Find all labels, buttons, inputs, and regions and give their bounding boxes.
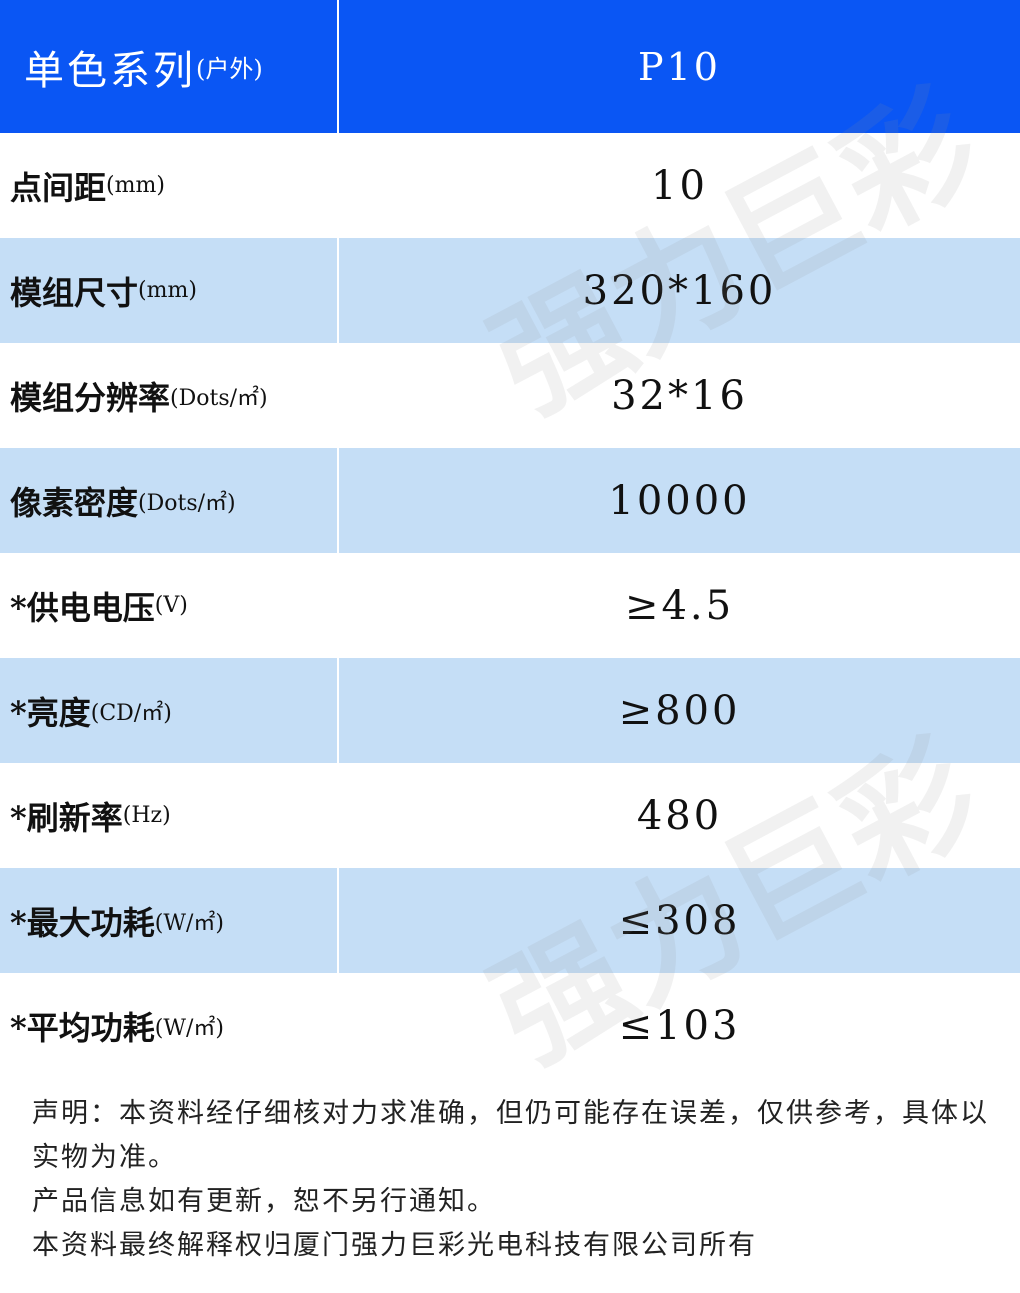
value: ≥800 — [618, 687, 741, 734]
unit: (户外) — [196, 55, 263, 83]
label-cell: *亮度 (CD/㎡) — [0, 658, 339, 763]
value: 10000 — [608, 477, 751, 524]
notes: 声明：本资料经仔细核对力求准确，但仍可能存在误差，仅供参考，具体以实物为准。产品… — [32, 1092, 992, 1268]
value: 32*16 — [611, 372, 748, 419]
value: ≤103 — [618, 1002, 741, 1049]
value: ≥4.5 — [624, 582, 735, 629]
label-cell: 点间距 (mm) — [0, 133, 339, 238]
value: P10 — [638, 44, 721, 89]
note-line: 声明：本资料经仔细核对力求准确，但仍可能存在误差，仅供参考，具体以实物为准。 — [32, 1098, 989, 1173]
unit: (W/㎡) — [154, 1015, 224, 1041]
value-cell: 480 — [339, 763, 1020, 868]
table-row: *刷新率 (Hz) 480 — [0, 763, 1020, 868]
table-row: *供电电压 (V) ≥4.5 — [0, 553, 1020, 658]
label: 模组分辨率 — [10, 378, 171, 417]
unit: (Dots/㎡) — [138, 490, 236, 516]
label-cell: *平均功耗 (W/㎡) — [0, 973, 339, 1078]
label-cell: 单色系列 (户外) — [0, 0, 339, 133]
value-cell: ≥800 — [339, 658, 1020, 763]
unit: (Hz) — [122, 803, 171, 828]
label: *供电电压 — [10, 588, 155, 627]
value-cell: ≤308 — [339, 868, 1020, 973]
value-cell: ≤103 — [339, 973, 1020, 1078]
value-cell: ≥4.5 — [339, 553, 1020, 658]
unit: (V) — [154, 593, 188, 618]
value: 10 — [651, 162, 708, 209]
label-cell: *供电电压 (V) — [0, 553, 339, 658]
spec-table: 单色系列 (户外) P10 点间距 (mm) 10 模组尺寸 (mm) 320*160 模组分辨率… — [0, 0, 1020, 1078]
table-row: 单色系列 (户外) P10 — [0, 0, 1020, 133]
note-line: 本资料最终解释权归厦门强力巨彩光电科技有限公司所有 — [32, 1230, 757, 1261]
label: *平均功耗 — [10, 1008, 155, 1047]
table-row: *最大功耗 (W/㎡) ≤308 — [0, 868, 1020, 973]
table-row: 点间距 (mm) 10 — [0, 133, 1020, 238]
value: 320*160 — [582, 267, 777, 314]
unit: (CD/㎡) — [90, 700, 172, 726]
label-cell: *刷新率 (Hz) — [0, 763, 339, 868]
label: 点间距 — [10, 168, 107, 207]
unit: (mm) — [138, 278, 197, 303]
label: *刷新率 — [10, 798, 123, 837]
unit: (mm) — [106, 173, 165, 198]
value-cell: 32*16 — [339, 343, 1020, 448]
unit: (W/㎡) — [154, 910, 224, 936]
label: 模组尺寸 — [10, 273, 139, 312]
value-cell: 10000 — [339, 448, 1020, 553]
label-cell: 模组分辨率 (Dots/㎡) — [0, 343, 339, 448]
label: 单色系列 — [24, 47, 196, 94]
label-cell: 模组尺寸 (mm) — [0, 238, 339, 343]
table-row: 模组尺寸 (mm) 320*160 — [0, 238, 1020, 343]
table-row: 模组分辨率 (Dots/㎡) 32*16 — [0, 343, 1020, 448]
label: 像素密度 — [10, 483, 139, 522]
label: *最大功耗 — [10, 903, 155, 942]
value-cell: P10 — [339, 0, 1020, 133]
note-line: 产品信息如有更新，恕不另行通知。 — [32, 1186, 496, 1217]
unit: (Dots/㎡) — [170, 385, 268, 411]
value: ≤308 — [618, 897, 741, 944]
table-row: *平均功耗 (W/㎡) ≤103 — [0, 973, 1020, 1078]
value: 480 — [636, 792, 723, 839]
table-row: 像素密度 (Dots/㎡) 10000 — [0, 448, 1020, 553]
label: *亮度 — [10, 693, 91, 732]
label-cell: 像素密度 (Dots/㎡) — [0, 448, 339, 553]
table-row: *亮度 (CD/㎡) ≥800 — [0, 658, 1020, 763]
value-cell: 320*160 — [339, 238, 1020, 343]
value-cell: 10 — [339, 133, 1020, 238]
label-cell: *最大功耗 (W/㎡) — [0, 868, 339, 973]
